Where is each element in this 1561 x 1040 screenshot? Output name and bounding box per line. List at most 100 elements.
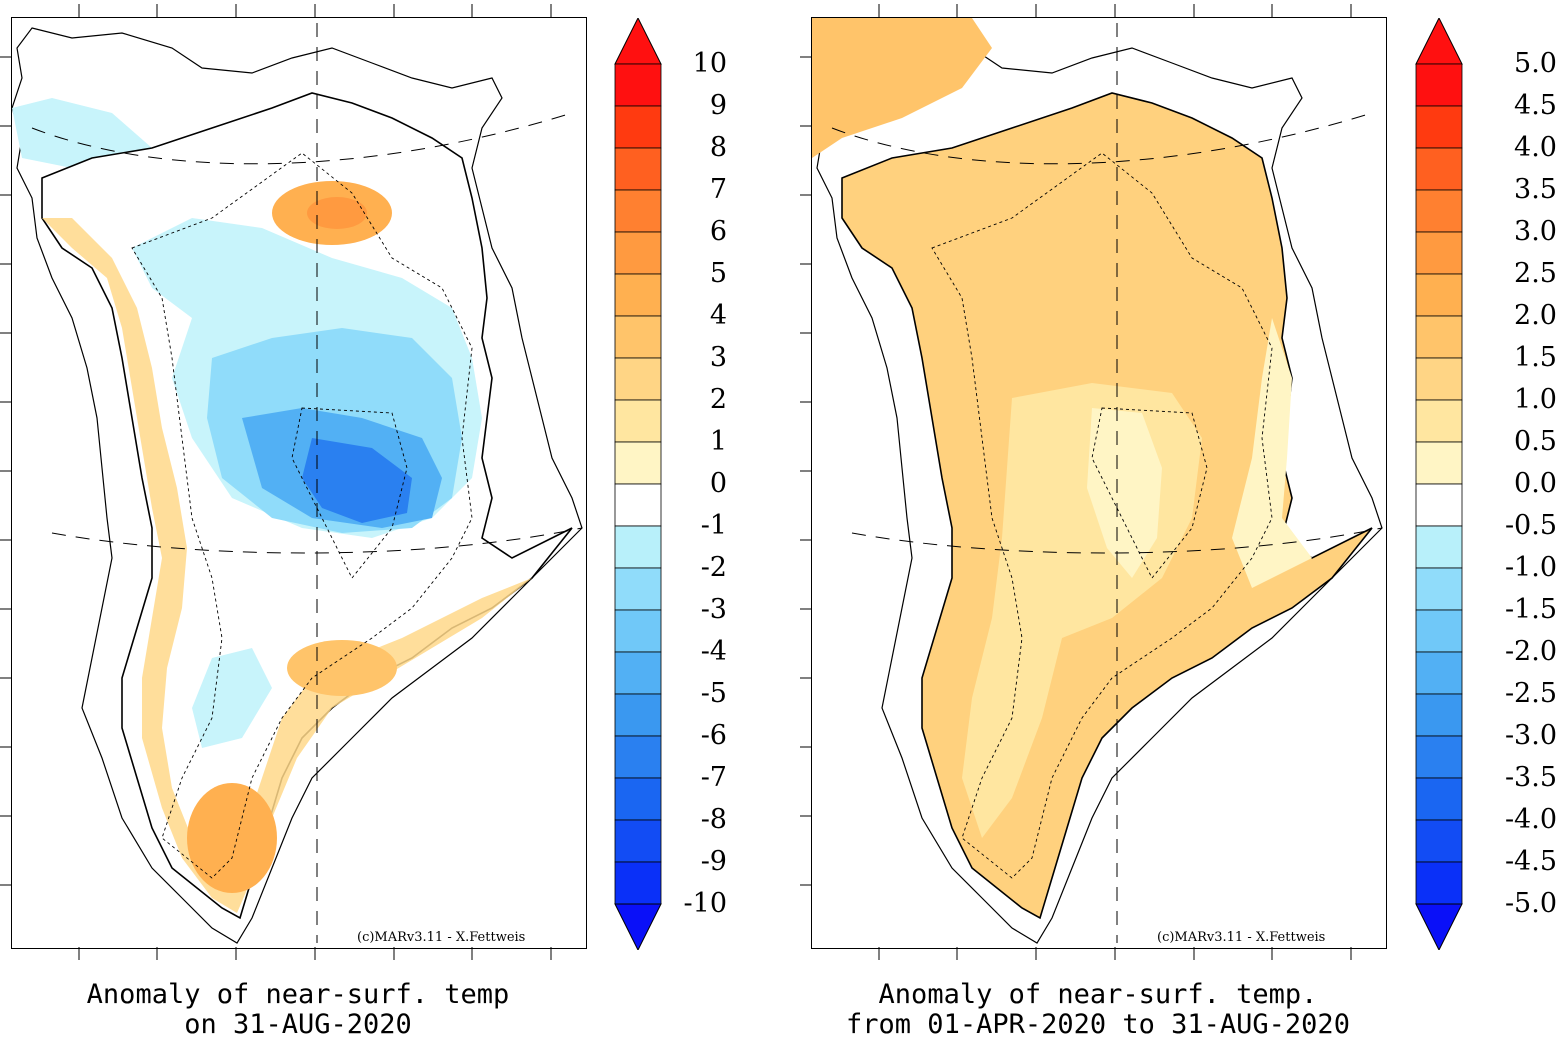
frame-ticks-seasonal — [800, 4, 1352, 960]
colorbar-tick-label: 2.0 — [1514, 300, 1557, 331]
colorbar-tick-label: -3 — [700, 594, 727, 625]
anomaly-hotspot-south — [187, 783, 277, 893]
colorbar-seasonal — [1415, 18, 1463, 950]
colorbar-tick-label: 3 — [709, 342, 727, 373]
colorbar-segment — [1415, 357, 1463, 401]
colorbar-tick-label: 5.0 — [1514, 48, 1557, 79]
colorbar-tick-label: -10 — [683, 888, 727, 919]
colorbar-tick-label: -4 — [700, 636, 727, 667]
colorbar-segment — [1415, 861, 1463, 905]
panel-title-daily: Anomaly of near-surf. temp on 31-AUG-202… — [11, 980, 585, 1040]
colorbar-segment — [1415, 441, 1463, 485]
anomaly-shade-warm-margin — [42, 218, 532, 913]
title-line-2: from 01-APR-2020 to 31-AUG-2020 — [846, 1009, 1350, 1040]
colorbar-segment — [614, 315, 662, 359]
anomaly-shade-east-margin — [1232, 318, 1312, 588]
colorbar-daily — [614, 18, 662, 950]
frame-ticks-daily — [0, 4, 552, 960]
credit-label: (c)MARv3.11 - X.Fettweis — [1157, 930, 1326, 945]
colorbar-tick-label: 2 — [709, 384, 727, 415]
colorbar-tick-label: 1.0 — [1514, 384, 1557, 415]
coastline-outline — [812, 27, 1383, 944]
colorbar-segment — [1415, 105, 1463, 149]
elevation-contour-inner — [1091, 407, 1208, 579]
colorbar-tick-label: 0.5 — [1514, 426, 1557, 457]
colorbar-segment — [1415, 819, 1463, 863]
colorbar-segment — [614, 735, 662, 779]
colorbar-segment — [1415, 525, 1463, 569]
colorbar-tick-label: -3.5 — [1504, 762, 1557, 793]
colorbar-tick-label: 2.5 — [1514, 258, 1557, 289]
colorbar-arrow-top — [1415, 18, 1463, 65]
colorbar-segment — [614, 357, 662, 401]
colorbar-segment — [614, 399, 662, 443]
colorbar-tick-label: -6 — [700, 720, 727, 751]
colorbar-segment — [1415, 399, 1463, 443]
colorbar-tick-label: -1.5 — [1504, 594, 1557, 625]
colorbar-tick-label: 4 — [709, 300, 727, 331]
colorbar-tick-label: -8 — [700, 804, 727, 835]
anomaly-hotspot-north-core — [307, 197, 367, 229]
colorbar-tick-label: 4.0 — [1514, 132, 1557, 163]
greenland-map-daily — [12, 23, 583, 944]
colorbar-tick-label: -0.5 — [1504, 510, 1557, 541]
colorbar-segment — [1415, 483, 1463, 527]
colorbar-segment — [614, 105, 662, 149]
colorbar-segment — [1415, 651, 1463, 695]
colorbar-tick-label: 6 — [709, 216, 727, 247]
anomaly-cold-core — [302, 438, 412, 523]
colorbar-segment — [614, 693, 662, 737]
colorbar-segment — [614, 441, 662, 485]
colorbar-segment — [1415, 735, 1463, 779]
colorbar-tick-label: 1 — [709, 426, 727, 457]
colorbar-tick-label: -1 — [700, 510, 727, 541]
colorbar-segment — [1415, 63, 1463, 107]
colorbar-segment — [614, 525, 662, 569]
coastline-outline — [12, 27, 583, 944]
colorbar-segment — [614, 147, 662, 191]
colorbar-segment — [1415, 777, 1463, 821]
colorbar-tick-label: 1.5 — [1514, 342, 1557, 373]
elevation-contour — [131, 152, 473, 879]
colorbar-tick-label: 5 — [709, 258, 727, 289]
elevation-contour — [931, 152, 1273, 879]
colorbar-tick-label: -2 — [700, 552, 727, 583]
colorbar-segment — [1415, 609, 1463, 653]
colorbar-tick-label: 9 — [709, 90, 727, 121]
colorbar-tick-label: 7 — [709, 174, 727, 205]
title-line-1: Anomaly of near-surf. temp. — [878, 979, 1318, 1010]
colorbar-segment — [614, 63, 662, 107]
colorbar-segment — [614, 567, 662, 611]
title-line-1: Anomaly of near-surf. temp — [86, 979, 510, 1010]
anomaly-shade-north — [812, 18, 992, 158]
colorbar-tick-label: -4.5 — [1504, 846, 1557, 877]
anomaly-shade-pale-core — [1087, 408, 1162, 578]
colorbar-tick-label: -3.0 — [1504, 720, 1557, 751]
map-panel-seasonal: (c)MARv3.11 - X.Fettweis — [811, 17, 1387, 949]
greenland-map-seasonal — [812, 18, 1383, 944]
colorbar-tick-label: 10 — [692, 48, 727, 79]
colorbar-tick-label: -2.0 — [1504, 636, 1557, 667]
colorbar-tick-label: 3.0 — [1514, 216, 1557, 247]
colorbar-tick-label: 4.5 — [1514, 90, 1557, 121]
colorbar-arrow-bottom — [614, 903, 662, 950]
colorbar-segment — [1415, 567, 1463, 611]
colorbar-tick-label: 8 — [709, 132, 727, 163]
colorbar-segment — [614, 231, 662, 275]
colorbar-tick-label: -7 — [700, 762, 727, 793]
elevation-contour-inner — [291, 407, 408, 579]
colorbar-tick-label: 3.5 — [1514, 174, 1557, 205]
colorbar-tick-label: -5.0 — [1504, 888, 1557, 919]
colorbar-tick-label: -1.0 — [1504, 552, 1557, 583]
colorbar-segment — [614, 273, 662, 317]
anomaly-cold-southwest — [192, 648, 272, 748]
panel-title-seasonal: Anomaly of near-surf. temp. from 01-APR-… — [791, 980, 1405, 1040]
colorbar-tick-label: -9 — [700, 846, 727, 877]
colorbar-tick-label: -5 — [700, 678, 727, 709]
colorbar-tick-label: 0.0 — [1514, 468, 1557, 499]
colorbar-segment — [1415, 273, 1463, 317]
map-panel-daily: (c)MARv3.11 - X.Fettweis — [11, 17, 587, 949]
colorbar-tick-label: 0 — [709, 468, 727, 499]
colorbar-segment — [614, 189, 662, 233]
anomaly-hotspot-southeast — [287, 640, 397, 696]
